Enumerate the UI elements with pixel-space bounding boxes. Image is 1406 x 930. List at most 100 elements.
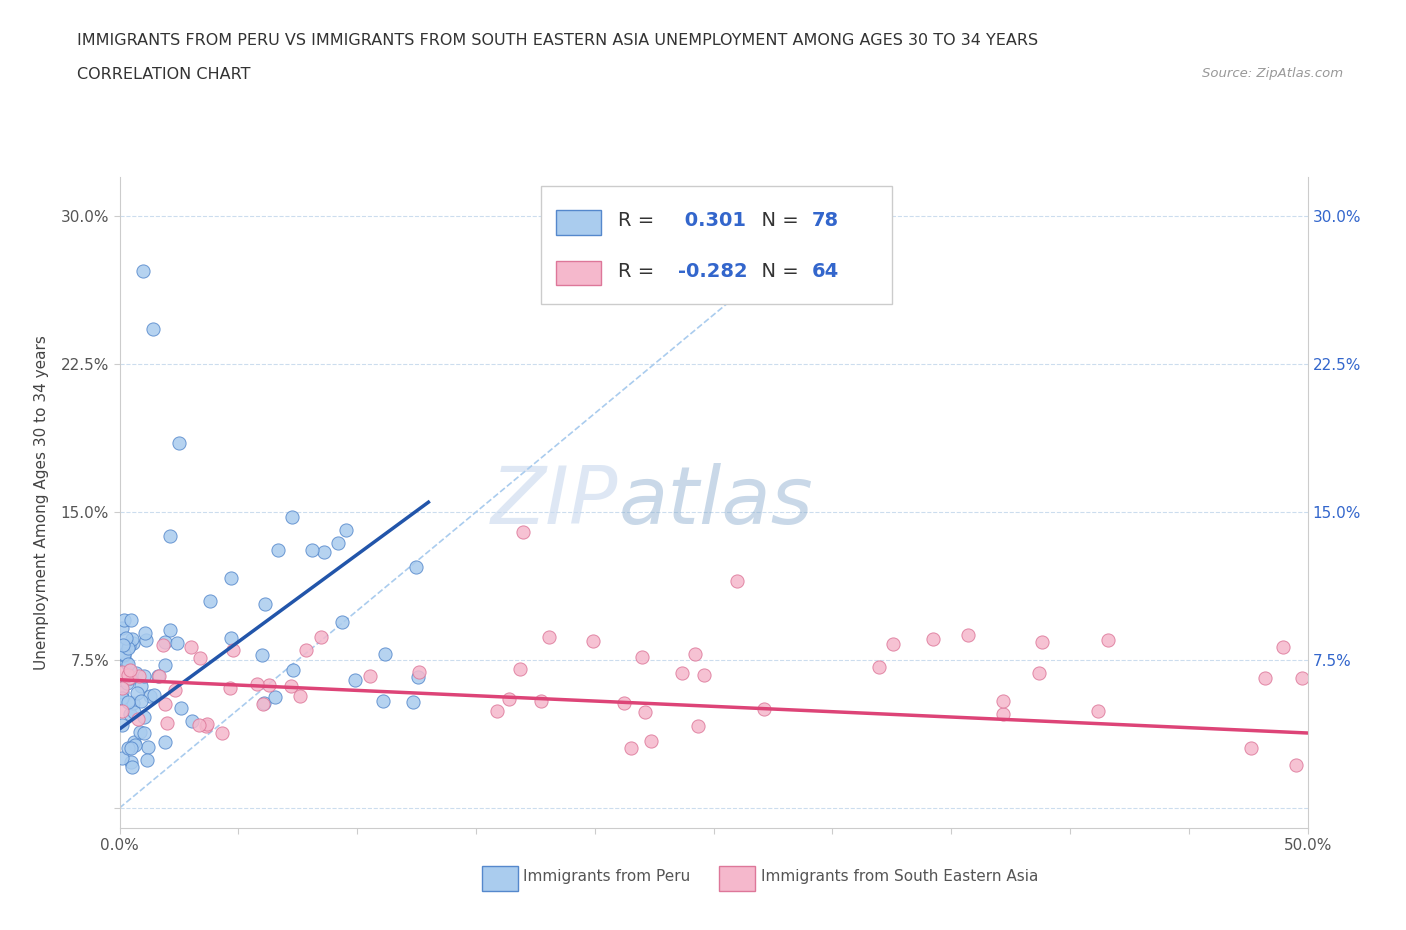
Point (136, 752, 159, 767)
Point (991, 694, 1014, 709)
Point (127, 711, 149, 726)
Point (118, 671, 141, 685)
Point (631, 649, 654, 664)
Point (132, 725, 155, 740)
Point (211, 725, 233, 740)
Point (1097, 632, 1119, 647)
Bar (555, 210, 600, 234)
FancyBboxPatch shape (541, 187, 891, 304)
Point (1254, 671, 1277, 685)
Point (124, 665, 146, 680)
Point (725, 574, 748, 589)
Point (112, 646, 135, 661)
Point (195, 716, 218, 731)
Point (1087, 703, 1109, 718)
Point (374, 646, 396, 661)
Point (163, 683, 186, 698)
Text: 64: 64 (813, 261, 839, 281)
Point (124, 737, 146, 752)
Point (373, 693, 395, 708)
Point (1291, 671, 1313, 685)
Point (267, 542, 290, 557)
Bar (482, 866, 517, 891)
Point (221, 571, 243, 586)
Point (121, 760, 143, 775)
Point (111, 665, 134, 680)
Point (281, 663, 304, 678)
Point (132, 264, 155, 279)
Point (314, 545, 336, 560)
Point (921, 632, 943, 647)
Point (402, 695, 425, 710)
Point (685, 646, 707, 661)
Point (152, 638, 174, 653)
Point (671, 665, 693, 680)
Point (257, 678, 280, 693)
Point (582, 633, 605, 648)
Point (359, 669, 381, 684)
Point (343, 672, 366, 687)
Point (142, 321, 165, 336)
Point (136, 739, 159, 754)
Point (166, 635, 188, 650)
Point (120, 613, 142, 628)
Point (686, 718, 709, 733)
Point (128, 668, 150, 683)
Point (169, 700, 191, 715)
Point (117, 741, 139, 756)
Point (868, 659, 890, 674)
Point (1271, 640, 1294, 655)
Y-axis label: Unemployment Among Ages 30 to 34 years: Unemployment Among Ages 30 to 34 years (35, 335, 49, 670)
Point (128, 724, 150, 739)
Point (405, 560, 427, 575)
Point (117, 641, 139, 656)
Point (281, 510, 304, 525)
Point (129, 694, 152, 709)
Point (326, 535, 349, 550)
Point (114, 639, 136, 654)
Point (253, 597, 276, 612)
Point (167, 435, 190, 450)
Point (408, 670, 430, 684)
Point (153, 697, 176, 711)
Point (121, 667, 143, 682)
Text: ZIP: ZIP (491, 463, 619, 541)
Point (1031, 635, 1053, 650)
Point (125, 686, 148, 701)
Point (993, 707, 1015, 722)
Point (111, 681, 134, 696)
Point (181, 713, 204, 728)
Text: IMMIGRANTS FROM PERU VS IMMIGRANTS FROM SOUTH EASTERN ASIA UNEMPLOYMENT AMONG AG: IMMIGRANTS FROM PERU VS IMMIGRANTS FROM … (77, 33, 1039, 47)
Point (1028, 666, 1050, 681)
Point (120, 754, 142, 769)
Point (188, 650, 211, 665)
Text: Immigrants from Peru: Immigrants from Peru (523, 869, 690, 884)
Text: 0.301: 0.301 (678, 211, 747, 230)
Point (112, 638, 135, 653)
Text: R =: R = (619, 261, 661, 281)
Point (115, 675, 138, 690)
Point (134, 626, 156, 641)
Text: atlas: atlas (619, 463, 813, 541)
Point (121, 696, 143, 711)
Point (408, 665, 430, 680)
Point (153, 735, 176, 750)
Point (111, 717, 134, 732)
Point (132, 669, 155, 684)
Point (120, 707, 142, 722)
Point (132, 710, 155, 724)
Point (1285, 757, 1308, 772)
Text: Immigrants from South Eastern Asia: Immigrants from South Eastern Asia (761, 869, 1039, 884)
Point (280, 679, 302, 694)
Point (117, 638, 139, 653)
Point (117, 658, 139, 672)
Point (246, 677, 269, 692)
Text: 78: 78 (813, 211, 839, 230)
Point (218, 681, 240, 696)
Point (153, 635, 176, 650)
Point (153, 658, 176, 672)
Point (129, 679, 152, 694)
Point (111, 690, 134, 705)
Point (159, 529, 181, 544)
Point (111, 751, 134, 765)
